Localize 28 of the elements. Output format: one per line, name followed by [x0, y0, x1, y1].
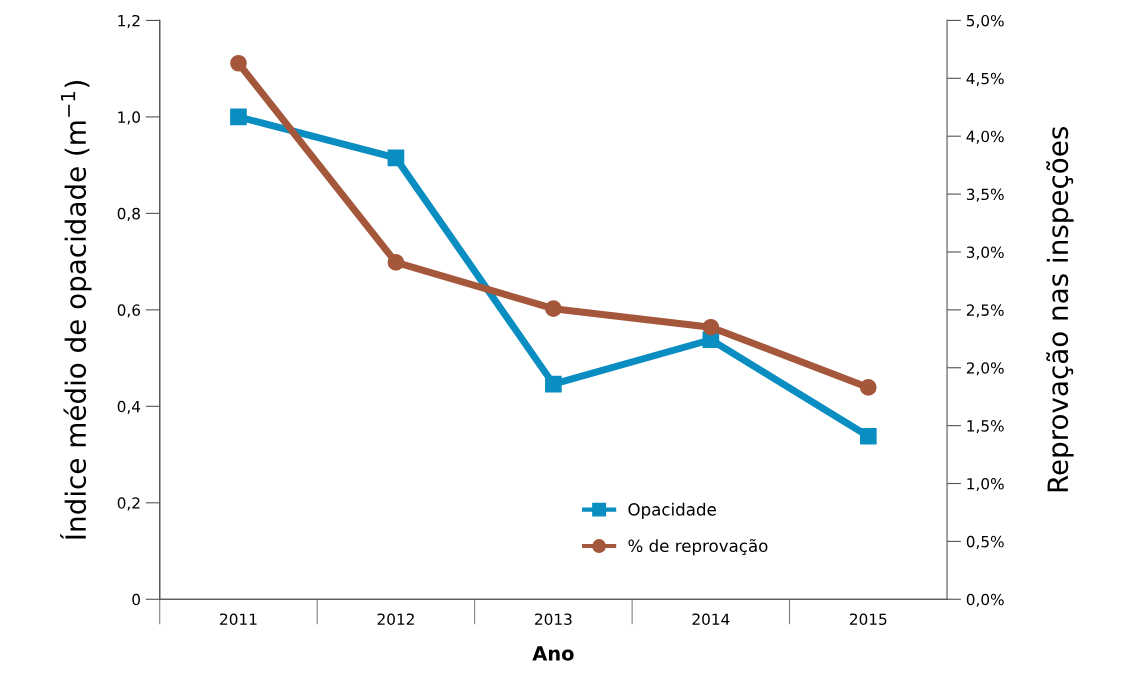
y2-tick-label: 1,0% [967, 477, 1004, 492]
y-tick-label: 0 [132, 593, 140, 606]
y-axis-title: Índice médio de opacidade (m$^{−1}$) [60, 81, 92, 539]
y2-axis-title: Reprovação nas inspeções [1046, 127, 1074, 492]
y-tick-label: 1,2 [118, 14, 140, 29]
y2-tick-label: 4,5% [966, 72, 1004, 86]
y2-tick-label: 3,0% [966, 246, 1004, 260]
x-tick-label: 2012 [377, 613, 414, 625]
legend-label: % de reprovação [628, 538, 768, 556]
x-tick-label: 2015 [849, 613, 887, 625]
y2-tick-label: 5,0% [966, 14, 1004, 29]
y-tick-label: 0,6 [117, 304, 141, 318]
y2-tick-label: 1,5% [967, 420, 1004, 434]
y-tick-label: 0,4 [117, 400, 141, 414]
y2-tick-label: 2,0% [966, 362, 1004, 376]
y2-tick-label: 3,5% [966, 188, 1004, 202]
x-tick-label: 2011 [220, 613, 257, 625]
y-tick-label: 0,8 [117, 207, 140, 221]
y2-tick-label: 0,5% [966, 535, 1004, 549]
legend-label: Opacidade [628, 502, 716, 519]
y2-tick-label: 4,0% [966, 130, 1004, 144]
y2-tick-label: 2,5% [966, 304, 1004, 318]
x-axis-title: Ano [532, 646, 574, 661]
x-tick-label: 2013 [535, 613, 572, 625]
y-tick-label: 1,0 [118, 111, 140, 125]
x-tick-label: 2014 [692, 613, 730, 625]
y-tick-label: 0,2 [117, 497, 140, 511]
y2-tick-label: 0,0% [966, 593, 1004, 607]
